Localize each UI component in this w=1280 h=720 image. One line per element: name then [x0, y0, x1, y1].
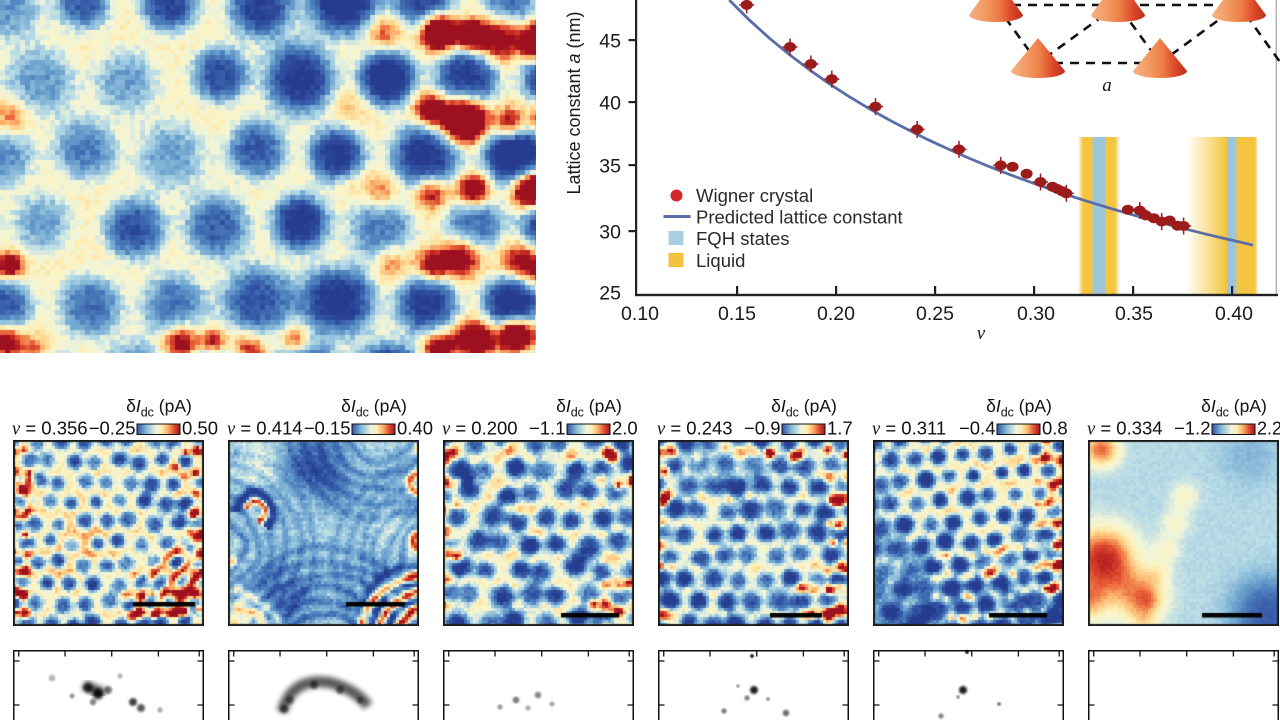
svg-text:Wigner crystal: Wigner crystal [696, 185, 813, 206]
svg-text:Lattice constant a (nm): Lattice constant a (nm) [564, 11, 584, 194]
svg-text:δIdc (pA): δIdc (pA) [771, 396, 837, 420]
svg-text:−1.2: −1.2 [1174, 418, 1211, 439]
svg-text:1.7: 1.7 [827, 418, 853, 439]
svg-text:0.35: 0.35 [1115, 303, 1153, 325]
svg-text:ν = 0.200: ν = 0.200 [442, 418, 518, 440]
svg-text:−0.15: −0.15 [304, 418, 351, 439]
svg-text:ν = 0.414: ν = 0.414 [227, 418, 303, 440]
svg-text:ν: ν [977, 323, 986, 344]
svg-text:δIdc (pA): δIdc (pA) [556, 396, 622, 420]
svg-text:25: 25 [599, 283, 621, 305]
svg-text:0.40: 0.40 [1215, 303, 1253, 325]
svg-text:0.10: 0.10 [621, 303, 659, 325]
svg-text:δIdc (pA): δIdc (pA) [341, 396, 407, 420]
svg-text:35: 35 [599, 156, 621, 178]
svg-text:45: 45 [599, 31, 621, 53]
svg-text:ν = 0.243: ν = 0.243 [657, 418, 733, 440]
svg-text:0.25: 0.25 [916, 303, 954, 325]
svg-text:2.2: 2.2 [1257, 419, 1280, 439]
svg-text:ν = 0.334: ν = 0.334 [1087, 418, 1163, 440]
svg-text:ν = 0.356: ν = 0.356 [12, 418, 88, 440]
svg-text:FQH states: FQH states [696, 228, 790, 249]
svg-text:−0.9: −0.9 [744, 418, 781, 439]
svg-text:−1.1: −1.1 [529, 418, 566, 439]
svg-text:0.20: 0.20 [817, 303, 855, 325]
svg-text:0.15: 0.15 [718, 303, 756, 325]
svg-text:0.50: 0.50 [182, 418, 218, 439]
svg-text:Predicted lattice constant: Predicted lattice constant [696, 207, 903, 228]
svg-text:0.8: 0.8 [1042, 418, 1068, 439]
svg-text:−0.4: −0.4 [959, 418, 996, 439]
svg-text:2.0: 2.0 [612, 418, 638, 439]
svg-text:δIdc (pA): δIdc (pA) [126, 396, 192, 420]
svg-text:ν = 0.311: ν = 0.311 [872, 418, 946, 440]
svg-text:δIdc (pA): δIdc (pA) [1201, 396, 1267, 420]
svg-text:a: a [1102, 75, 1112, 96]
svg-text:40: 40 [599, 93, 621, 115]
svg-text:0.40: 0.40 [397, 418, 433, 439]
svg-text:Liquid: Liquid [696, 250, 745, 271]
svg-text:0.30: 0.30 [1017, 303, 1055, 325]
svg-text:30: 30 [599, 222, 621, 244]
svg-text:δIdc (pA): δIdc (pA) [986, 396, 1052, 420]
svg-text:−0.25: −0.25 [89, 418, 136, 439]
